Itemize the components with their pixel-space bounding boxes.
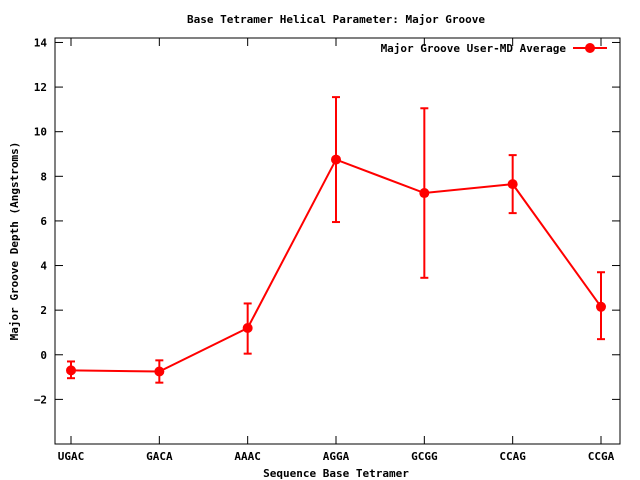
chart-title: Base Tetramer Helical Parameter: Major G… [187,13,485,26]
x-tick-label: GCGG [411,450,438,463]
data-point [419,188,430,199]
x-tick-label: AGGA [323,450,350,463]
y-tick-label: 2 [40,304,47,317]
y-axis: −2 0 2 4 6 8 10 12 14 [34,36,620,406]
x-axis: UGAC GACA AAAC AGGA GCGG CCAG CCGA [58,38,615,463]
x-tick-label: UGAC [58,450,85,463]
x-tick-label: CCGA [588,450,615,463]
x-axis-label: Sequence Base Tetramer [263,467,409,480]
x-tick-label: AAAC [234,450,261,463]
y-tick-label: −2 [34,393,47,406]
y-axis-label: Major Groove Depth (Angstroms) [8,142,21,341]
data-point [596,301,606,312]
legend: Major Groove User-MD Average [381,42,607,55]
data-point [507,179,518,190]
data-point [331,154,341,165]
y-tick-label: 4 [40,260,47,273]
data-point [154,366,165,377]
series-layer [66,96,606,384]
legend-marker [585,43,595,53]
legend-label: Major Groove User-MD Average [381,42,567,55]
y-tick-label: 14 [34,36,48,49]
x-tick-label: CCAG [499,450,526,463]
data-point [66,365,76,376]
x-tick-label: GACA [146,450,173,463]
plot-frame [54,37,621,445]
y-tick-label: 6 [40,215,47,228]
y-tick-label: 12 [34,81,47,94]
y-tick-label: 8 [40,170,47,183]
y-tick-label: 0 [40,349,47,362]
data-point [242,323,253,333]
y-tick-label: 10 [34,126,47,139]
